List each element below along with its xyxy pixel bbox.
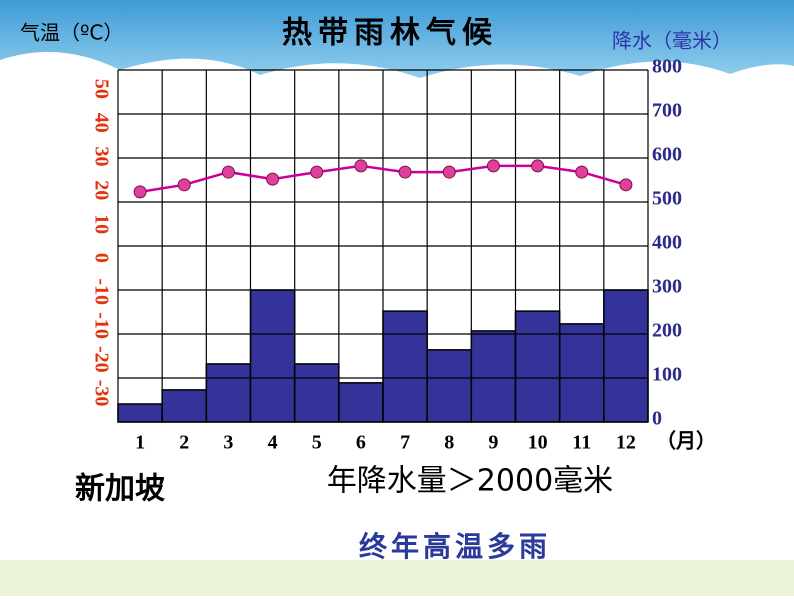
temperature-point bbox=[221, 165, 235, 179]
temperature-point bbox=[310, 165, 324, 179]
y-tick-label: 40 bbox=[90, 113, 112, 133]
temperature-point bbox=[354, 159, 368, 173]
x-tick-label: 5 bbox=[312, 432, 322, 454]
temperature-point bbox=[133, 185, 147, 199]
x-tick-label: 3 bbox=[223, 432, 233, 454]
bar bbox=[603, 289, 649, 423]
y-tick-label: 30 bbox=[90, 147, 112, 167]
bar bbox=[117, 403, 163, 423]
bar bbox=[293, 363, 340, 423]
x-tick-label: 11 bbox=[572, 432, 591, 454]
temperature-point bbox=[486, 159, 500, 173]
y2-axis-label: 降水（毫米） bbox=[612, 29, 732, 53]
annotation: 年降水量＞2000毫米 bbox=[327, 464, 613, 499]
y2-tick-label: 200 bbox=[652, 320, 682, 342]
ground bbox=[0, 560, 794, 596]
temperature-point bbox=[266, 172, 280, 186]
temperature-line bbox=[139, 164, 627, 194]
y2-tick-label: 700 bbox=[652, 100, 682, 122]
y2-tick-label: 0 bbox=[652, 408, 662, 430]
bar bbox=[382, 310, 428, 423]
y2-tick-label: 300 bbox=[652, 276, 682, 298]
temperature-point bbox=[177, 178, 191, 192]
x-tick-label: 2 bbox=[179, 432, 189, 454]
x-unit: （月） bbox=[656, 430, 716, 453]
y-tick-label: -10 bbox=[90, 312, 112, 339]
x-tick-label: 8 bbox=[444, 432, 454, 454]
y-tick-label: 20 bbox=[90, 180, 112, 200]
y2-tick-label: 100 bbox=[652, 364, 682, 386]
y2-tick-label: 500 bbox=[652, 188, 682, 210]
temperature-point bbox=[398, 165, 412, 179]
temperature-point bbox=[619, 178, 633, 192]
annotation: 新加坡 bbox=[75, 472, 165, 507]
y2-tick-label: 400 bbox=[652, 232, 682, 254]
y-tick-label: -10 bbox=[90, 278, 112, 305]
y-axis-label: 气温（ºC） bbox=[20, 21, 123, 45]
bar bbox=[338, 382, 384, 423]
x-tick-label: 1 bbox=[135, 432, 145, 454]
x-tick-label: 7 bbox=[400, 432, 410, 454]
temperature-point bbox=[442, 165, 456, 179]
chart-title: 热带雨林气候 bbox=[282, 16, 498, 51]
bar bbox=[426, 349, 473, 423]
x-tick-label: 4 bbox=[268, 432, 278, 454]
y-tick-label: 10 bbox=[90, 214, 112, 234]
x-tick-label: 10 bbox=[528, 432, 548, 454]
bar bbox=[161, 389, 208, 423]
clouds bbox=[0, 52, 794, 110]
x-tick-label: 12 bbox=[616, 432, 636, 454]
x-tick-label: 6 bbox=[356, 432, 366, 454]
temperature-point bbox=[531, 159, 545, 173]
y2-tick-label: 600 bbox=[652, 144, 682, 166]
y-tick-label: -20 bbox=[90, 346, 112, 373]
y-tick-label: 50 bbox=[90, 79, 112, 99]
bar bbox=[249, 289, 296, 423]
temperature-point bbox=[575, 165, 589, 179]
bar bbox=[558, 323, 605, 423]
bar bbox=[470, 330, 517, 423]
y-tick-label: -30 bbox=[90, 380, 112, 407]
x-tick-label: 9 bbox=[488, 432, 498, 454]
bar bbox=[514, 310, 561, 423]
bar bbox=[205, 363, 252, 423]
y2-tick-label: 800 bbox=[652, 56, 682, 78]
y-tick-label: 0 bbox=[90, 253, 112, 263]
annotation: 终年高温多雨 bbox=[359, 530, 551, 563]
